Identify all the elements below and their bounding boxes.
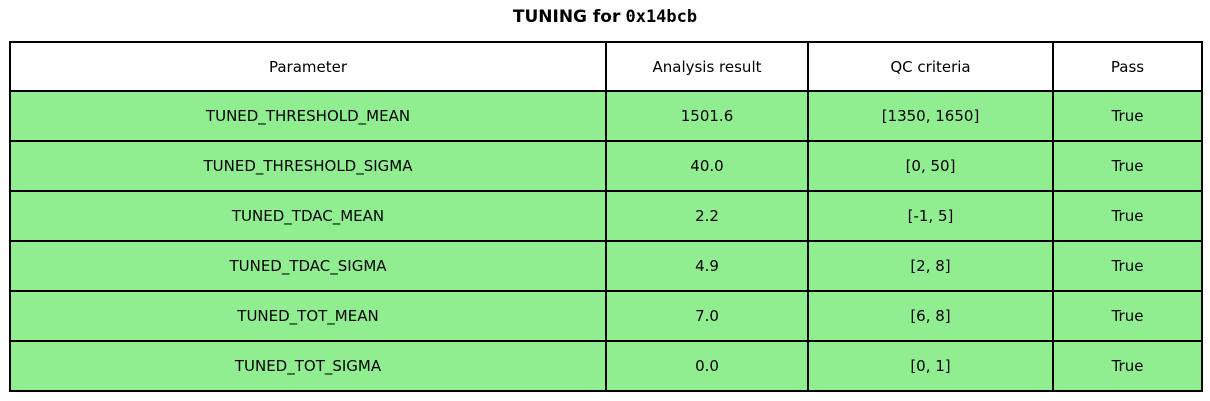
column-header-pass: Pass: [1052, 41, 1203, 92]
cell-analysis-result: 2.2: [605, 190, 809, 242]
table-row: TUNED_THRESHOLD_MEAN 1501.6 [1350, 1650]…: [9, 90, 1203, 142]
table-row: TUNED_TOT_MEAN 7.0 [6, 8] True: [9, 290, 1203, 342]
cell-qc-criteria: [0, 1]: [807, 340, 1054, 392]
cell-parameter: TUNED_TOT_SIGMA: [9, 340, 607, 392]
cell-qc-criteria: [0, 50]: [807, 140, 1054, 192]
cell-qc-criteria: [-1, 5]: [807, 190, 1054, 242]
column-header-qc-criteria: QC criteria: [807, 41, 1054, 92]
table-row: TUNED_TDAC_SIGMA 4.9 [2, 8] True: [9, 240, 1203, 292]
cell-analysis-result: 40.0: [605, 140, 809, 192]
cell-parameter: TUNED_TOT_MEAN: [9, 290, 607, 342]
title-prefix: TUNING for: [512, 7, 621, 27]
cell-pass: True: [1052, 240, 1203, 292]
cell-analysis-result: 4.9: [605, 240, 809, 292]
title-chip-id: 0x14bcb: [625, 7, 698, 27]
cell-pass: True: [1052, 290, 1203, 342]
cell-qc-criteria: [1350, 1650]: [807, 90, 1054, 142]
cell-pass: True: [1052, 190, 1203, 242]
column-header-parameter: Parameter: [9, 41, 607, 92]
cell-pass: True: [1052, 90, 1203, 142]
qc-table: Parameter Analysis result QC criteria Pa…: [9, 41, 1203, 392]
cell-analysis-result: 1501.6: [605, 90, 809, 142]
column-header-analysis-result: Analysis result: [605, 41, 809, 92]
cell-analysis-result: 0.0: [605, 340, 809, 392]
figure-title: TUNING for 0x14bcb: [0, 5, 1210, 29]
cell-parameter: TUNED_TDAC_SIGMA: [9, 240, 607, 292]
table-row: TUNED_TOT_SIGMA 0.0 [0, 1] True: [9, 340, 1203, 392]
table-row: TUNED_TDAC_MEAN 2.2 [-1, 5] True: [9, 190, 1203, 242]
cell-pass: True: [1052, 140, 1203, 192]
cell-parameter: TUNED_THRESHOLD_SIGMA: [9, 140, 607, 192]
cell-parameter: TUNED_TDAC_MEAN: [9, 190, 607, 242]
cell-pass: True: [1052, 340, 1203, 392]
cell-parameter: TUNED_THRESHOLD_MEAN: [9, 90, 607, 142]
cell-analysis-result: 7.0: [605, 290, 809, 342]
table-row: TUNED_THRESHOLD_SIGMA 40.0 [0, 50] True: [9, 140, 1203, 192]
cell-qc-criteria: [6, 8]: [807, 290, 1054, 342]
cell-qc-criteria: [2, 8]: [807, 240, 1054, 292]
header-row: Parameter Analysis result QC criteria Pa…: [9, 41, 1203, 92]
